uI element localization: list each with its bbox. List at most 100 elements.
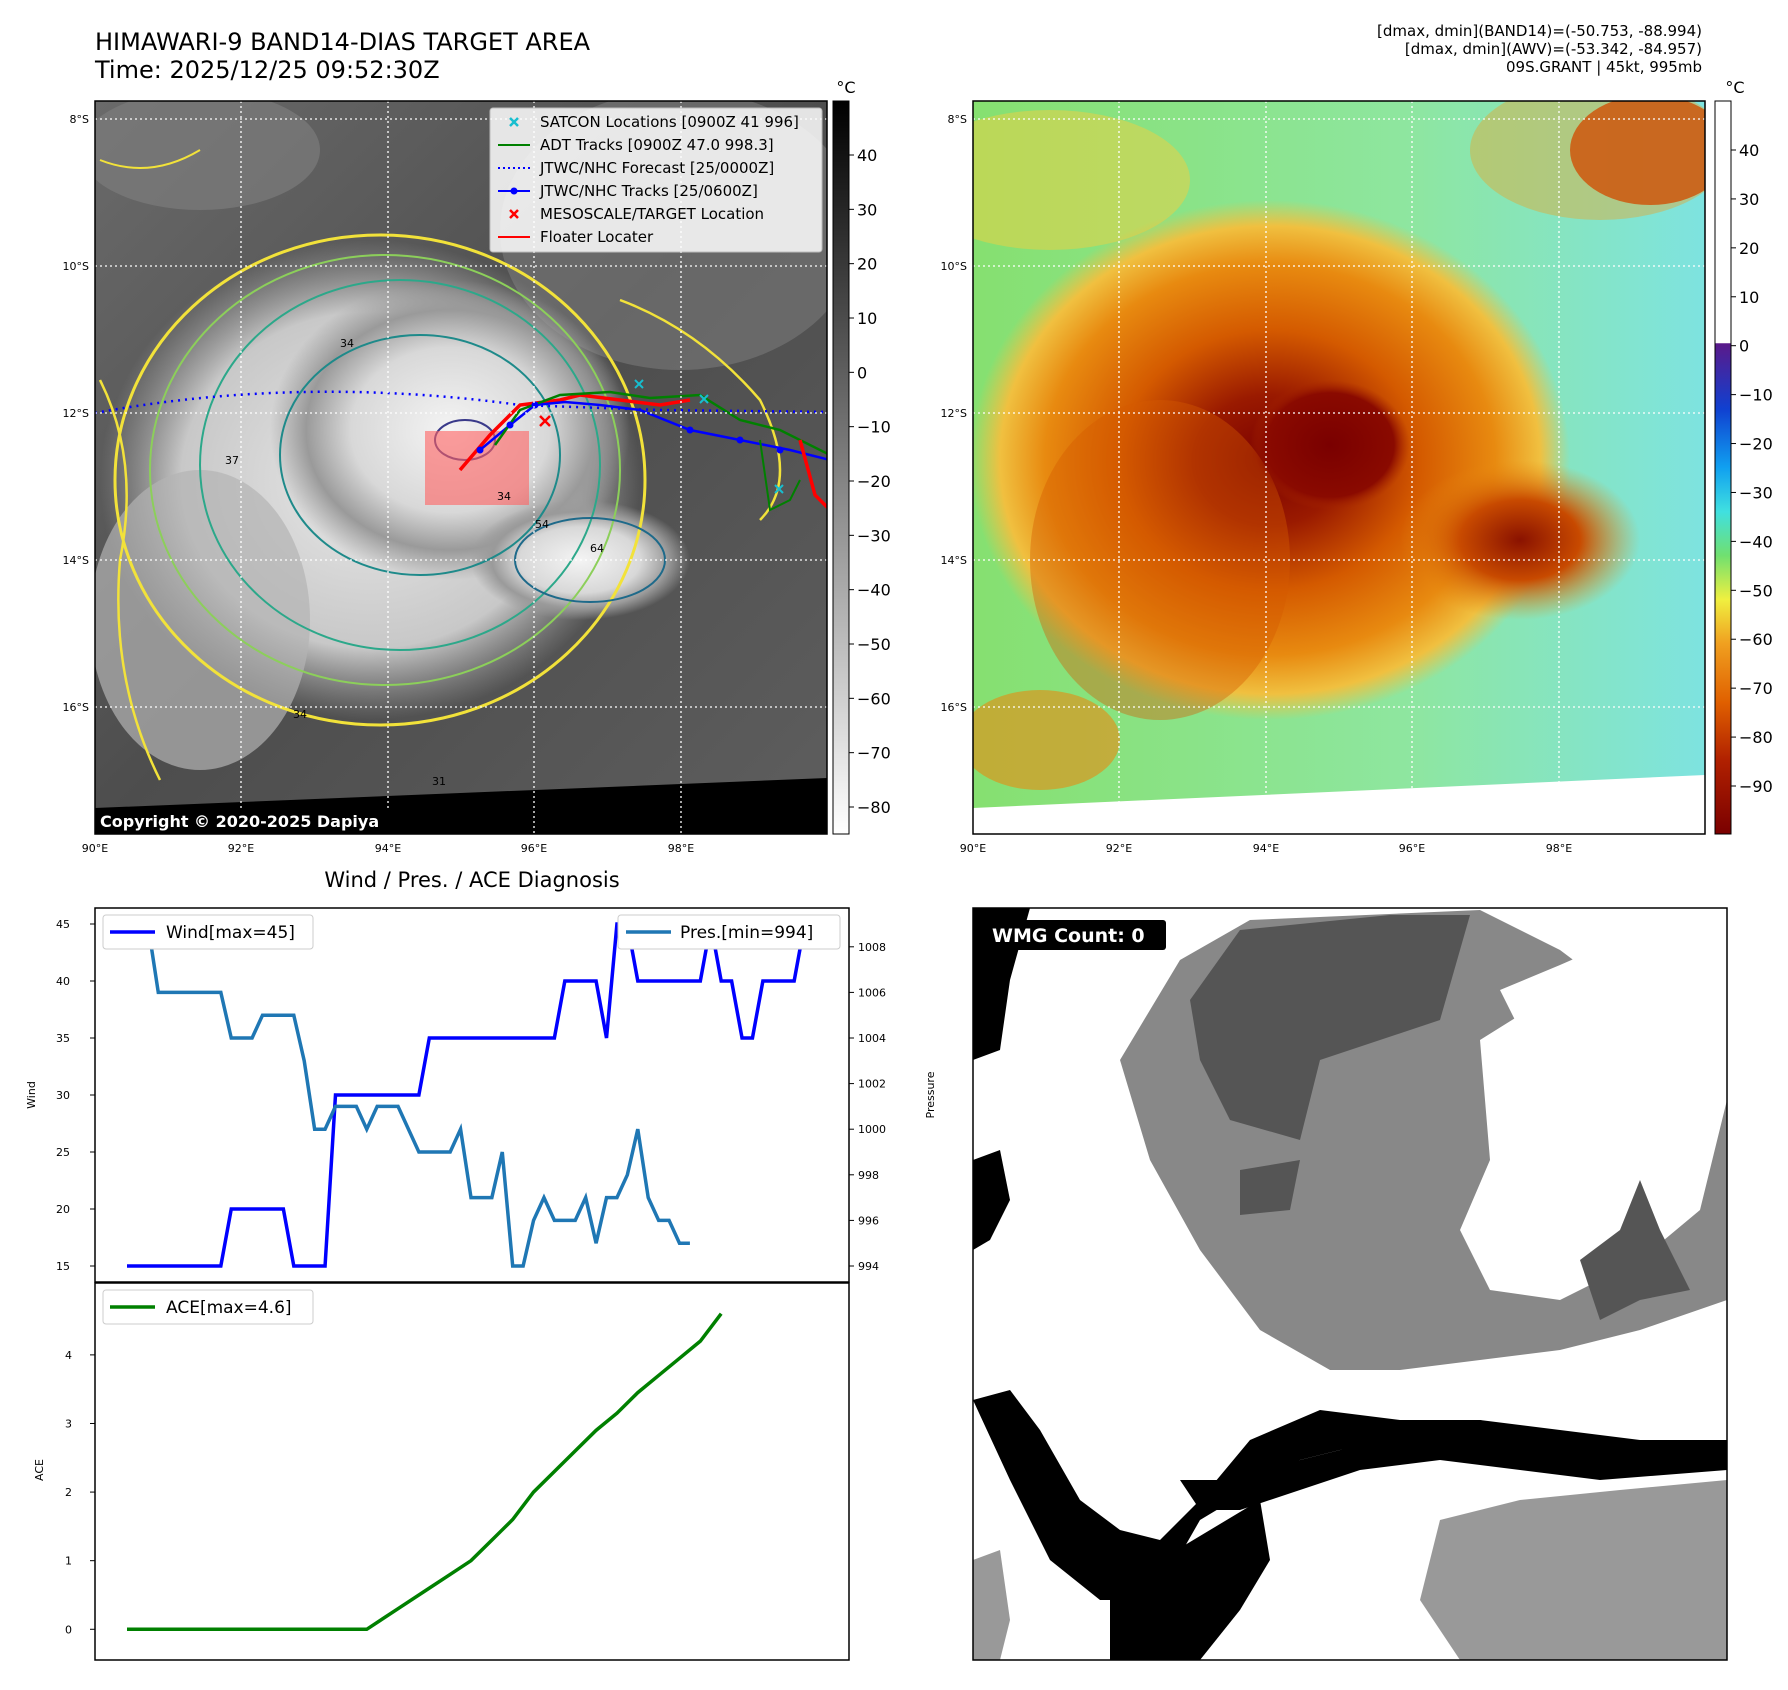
ace-chart: 0 1 2 3 4 ACE ACE[max=4.6] <box>33 1282 850 1661</box>
ir-colorbar-tick: −50 <box>857 635 891 654</box>
enhanced-lat-tick: 14°S <box>941 554 967 567</box>
ir-colorbar-tick: 40 <box>857 146 877 165</box>
enhanced-colorbar-tick: −70 <box>1739 679 1773 698</box>
pressure-tick: 1000 <box>858 1123 886 1136</box>
contour-label: 31 <box>432 775 446 788</box>
stats-storm: 09S.GRANT | 45kt, 995mb <box>1505 58 1702 76</box>
enhanced-lon-tick: 90°E <box>960 842 986 855</box>
enhanced-panel: 8°S 10°S 12°S 14°S 16°S 90°E 92°E 94°E 96°E 98°E <box>941 100 1706 855</box>
pressure-axis-label: Pressure <box>924 1071 937 1118</box>
ir-colorbar-unit: °C <box>836 78 855 97</box>
ir-colorbar-tick: −20 <box>857 472 891 491</box>
ace-legend-label: ACE[max=4.6] <box>166 1298 292 1318</box>
enhanced-lon-tick: 92°E <box>1106 842 1132 855</box>
ir-lon-tick: 92°E <box>228 842 254 855</box>
ir-legend-item: Floater Locater <box>498 228 654 246</box>
wmg-count-badge: WMG Count: 0 <box>992 925 1145 947</box>
ace-legend: ACE[max=4.6] <box>102 1289 314 1325</box>
wind-legend: Wind[max=45] <box>102 914 314 950</box>
contour-label: 34 <box>340 337 354 350</box>
ir-colorbar-tick: −10 <box>857 418 891 437</box>
stats-awv: [dmax, dmin](AWV)=(-53.342, -84.957) <box>1404 40 1702 58</box>
pressure-legend-label: Pres.[min=994] <box>680 923 813 943</box>
figure-title: HIMAWARI-9 BAND14-DIAS TARGET AREA Time:… <box>95 28 590 84</box>
enhanced-colorbar-unit: °C <box>1725 78 1744 97</box>
ir-legend: SATCON Locations [0900Z 41 996] ADT Track… <box>489 107 823 253</box>
svg-text:ADT Tracks [0900Z 47.0 998.3]: ADT Tracks [0900Z 47.0 998.3] <box>540 136 774 154</box>
enhanced-colorbar-tick: −40 <box>1739 532 1773 551</box>
ir-colorbar-tick: −60 <box>857 689 891 708</box>
ace-axis-label: ACE <box>33 1459 46 1481</box>
svg-text:JTWC/NHC Tracks [25/0600Z]: JTWC/NHC Tracks [25/0600Z] <box>539 182 758 200</box>
pressure-tick: 1006 <box>858 986 886 999</box>
enhanced-colorbar-tick: −80 <box>1739 728 1773 747</box>
ace-tick: 4 <box>65 1349 72 1362</box>
enhanced-lat-tick: 16°S <box>941 701 967 714</box>
wind-tick: 20 <box>56 1203 70 1216</box>
ace-series-line <box>127 1312 723 1632</box>
ir-colorbar-tick: 30 <box>857 200 877 219</box>
copyright-text: Copyright © 2020-2025 Dapiya <box>100 812 379 831</box>
enhanced-lon-tick: 96°E <box>1399 842 1425 855</box>
ace-tick: 0 <box>65 1623 72 1636</box>
enhanced-lon-tick: 94°E <box>1253 842 1279 855</box>
svg-text:Floater Locater: Floater Locater <box>540 228 654 246</box>
ir-colorbar-tick: −80 <box>857 798 891 817</box>
wind-series-line <box>127 922 815 1268</box>
svg-text:SATCON Locations [0900Z 41 996: SATCON Locations [0900Z 41 996] <box>540 113 799 131</box>
ir-lat-tick: 16°S <box>63 701 89 714</box>
ir-colorbar: °C 40 30 20 10 0 −10 −20 −30 −40 −50 −60 −70 −80 <box>832 78 891 835</box>
enhanced-colorbar-tick: −10 <box>1739 386 1773 405</box>
contour-label: 34 <box>293 708 307 721</box>
enhanced-colorbar-tick: −30 <box>1739 483 1773 502</box>
title-line-1: HIMAWARI-9 BAND14-DIAS TARGET AREA <box>95 28 591 56</box>
ir-lat-tick: 10°S <box>63 260 89 273</box>
wind-tick: 45 <box>56 918 70 931</box>
enhanced-lat-tick: 10°S <box>941 260 967 273</box>
ir-lon-tick: 94°E <box>375 842 401 855</box>
contour-label: 54 <box>535 518 549 531</box>
pressure-series-line <box>127 922 690 1268</box>
enhanced-lat-tick: 12°S <box>941 407 967 420</box>
wmg-image <box>973 908 1727 1660</box>
ir-lat-tick: 14°S <box>63 554 89 567</box>
diagnosis-title: Wind / Pres. / ACE Diagnosis <box>324 868 619 892</box>
wind-tick: 30 <box>56 1089 70 1102</box>
title-line-2: Time: 2025/12/25 09:52:30Z <box>95 56 440 84</box>
jtwc-track <box>479 400 827 461</box>
wind-tick: 15 <box>56 1260 70 1273</box>
ir-legend-item: MESOSCALE/TARGET Location <box>509 205 764 223</box>
enhanced-colorbar-tick: −60 <box>1739 630 1773 649</box>
enhanced-colorbar-tick: −20 <box>1739 435 1773 454</box>
pressure-legend: Pres.[min=994] <box>617 914 841 950</box>
pressure-tick: 1002 <box>858 1078 886 1091</box>
ir-lat-tick: 12°S <box>63 407 89 420</box>
pressure-tick: 1008 <box>858 941 886 954</box>
ir-colorbar-tick: 10 <box>857 309 877 328</box>
enhanced-colorbar-tick: 30 <box>1739 190 1759 209</box>
enhanced-colorbar-tick: 10 <box>1739 288 1759 307</box>
ir-lon-tick: 98°E <box>668 842 694 855</box>
stats-block: [dmax, dmin](BAND14)=(-50.753, -88.994) … <box>1377 22 1702 76</box>
svg-text:MESOSCALE/TARGET Location: MESOSCALE/TARGET Location <box>540 205 764 223</box>
stats-band14: [dmax, dmin](BAND14)=(-50.753, -88.994) <box>1377 22 1702 40</box>
satcon-markers <box>634 379 784 494</box>
ir-legend-item: SATCON Locations [0900Z 41 996] <box>509 113 799 131</box>
enhanced-colorbar-tick: −50 <box>1739 581 1773 600</box>
ir-colorbar-tick: −30 <box>857 526 891 545</box>
ir-legend-item: JTWC/NHC Forecast [25/0000Z] <box>498 159 774 177</box>
enhanced-colorbar: °C 40 30 20 10 0 −10 −20 −30 −40 −50 −60 −70 −80 −90 <box>1714 78 1773 835</box>
enhanced-lat-tick: 8°S <box>948 113 967 126</box>
pressure-tick: 996 <box>858 1214 879 1227</box>
enhanced-lon-tick: 98°E <box>1546 842 1572 855</box>
contour-label: 64 <box>590 542 604 555</box>
ir-lon-tick: 90°E <box>82 842 108 855</box>
wind-tick: 40 <box>56 975 70 988</box>
ace-tick: 2 <box>65 1486 72 1499</box>
wind-pressure-chart: 15 20 25 30 35 40 45 994 996 998 1000 1002 1004 1006… <box>25 907 937 1283</box>
enhanced-colorbar-tick: 20 <box>1739 239 1759 258</box>
wind-tick: 35 <box>56 1032 70 1045</box>
enhanced-colorbar-tick: 0 <box>1739 337 1749 356</box>
ir-colorbar-tick: −70 <box>857 744 891 763</box>
